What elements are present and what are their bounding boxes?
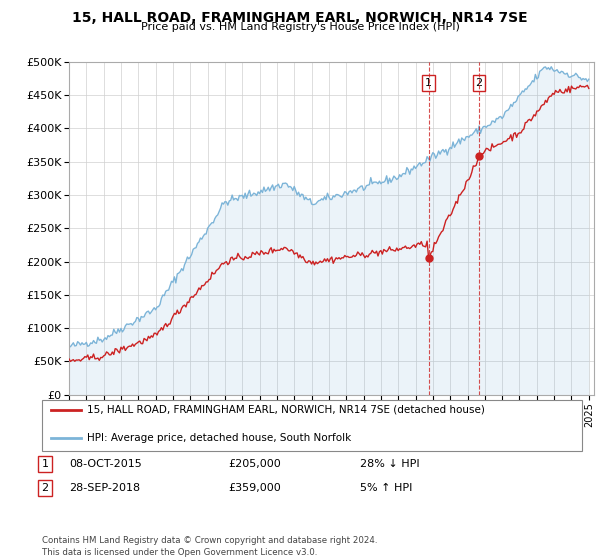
Text: 1: 1: [425, 78, 432, 88]
Text: 08-OCT-2015: 08-OCT-2015: [69, 459, 142, 469]
Text: £359,000: £359,000: [228, 483, 281, 493]
Text: HPI: Average price, detached house, South Norfolk: HPI: Average price, detached house, Sout…: [87, 433, 351, 443]
Text: Contains HM Land Registry data © Crown copyright and database right 2024.
This d: Contains HM Land Registry data © Crown c…: [42, 536, 377, 557]
Text: Price paid vs. HM Land Registry's House Price Index (HPI): Price paid vs. HM Land Registry's House …: [140, 22, 460, 32]
Text: 28-SEP-2018: 28-SEP-2018: [69, 483, 140, 493]
Text: 28% ↓ HPI: 28% ↓ HPI: [360, 459, 419, 469]
Text: 2: 2: [476, 78, 482, 88]
Text: 2: 2: [41, 483, 49, 493]
Text: 1: 1: [41, 459, 49, 469]
Text: 5% ↑ HPI: 5% ↑ HPI: [360, 483, 412, 493]
Text: 15, HALL ROAD, FRAMINGHAM EARL, NORWICH, NR14 7SE (detached house): 15, HALL ROAD, FRAMINGHAM EARL, NORWICH,…: [87, 405, 485, 415]
Text: 15, HALL ROAD, FRAMINGHAM EARL, NORWICH, NR14 7SE: 15, HALL ROAD, FRAMINGHAM EARL, NORWICH,…: [72, 11, 528, 25]
Text: £205,000: £205,000: [228, 459, 281, 469]
